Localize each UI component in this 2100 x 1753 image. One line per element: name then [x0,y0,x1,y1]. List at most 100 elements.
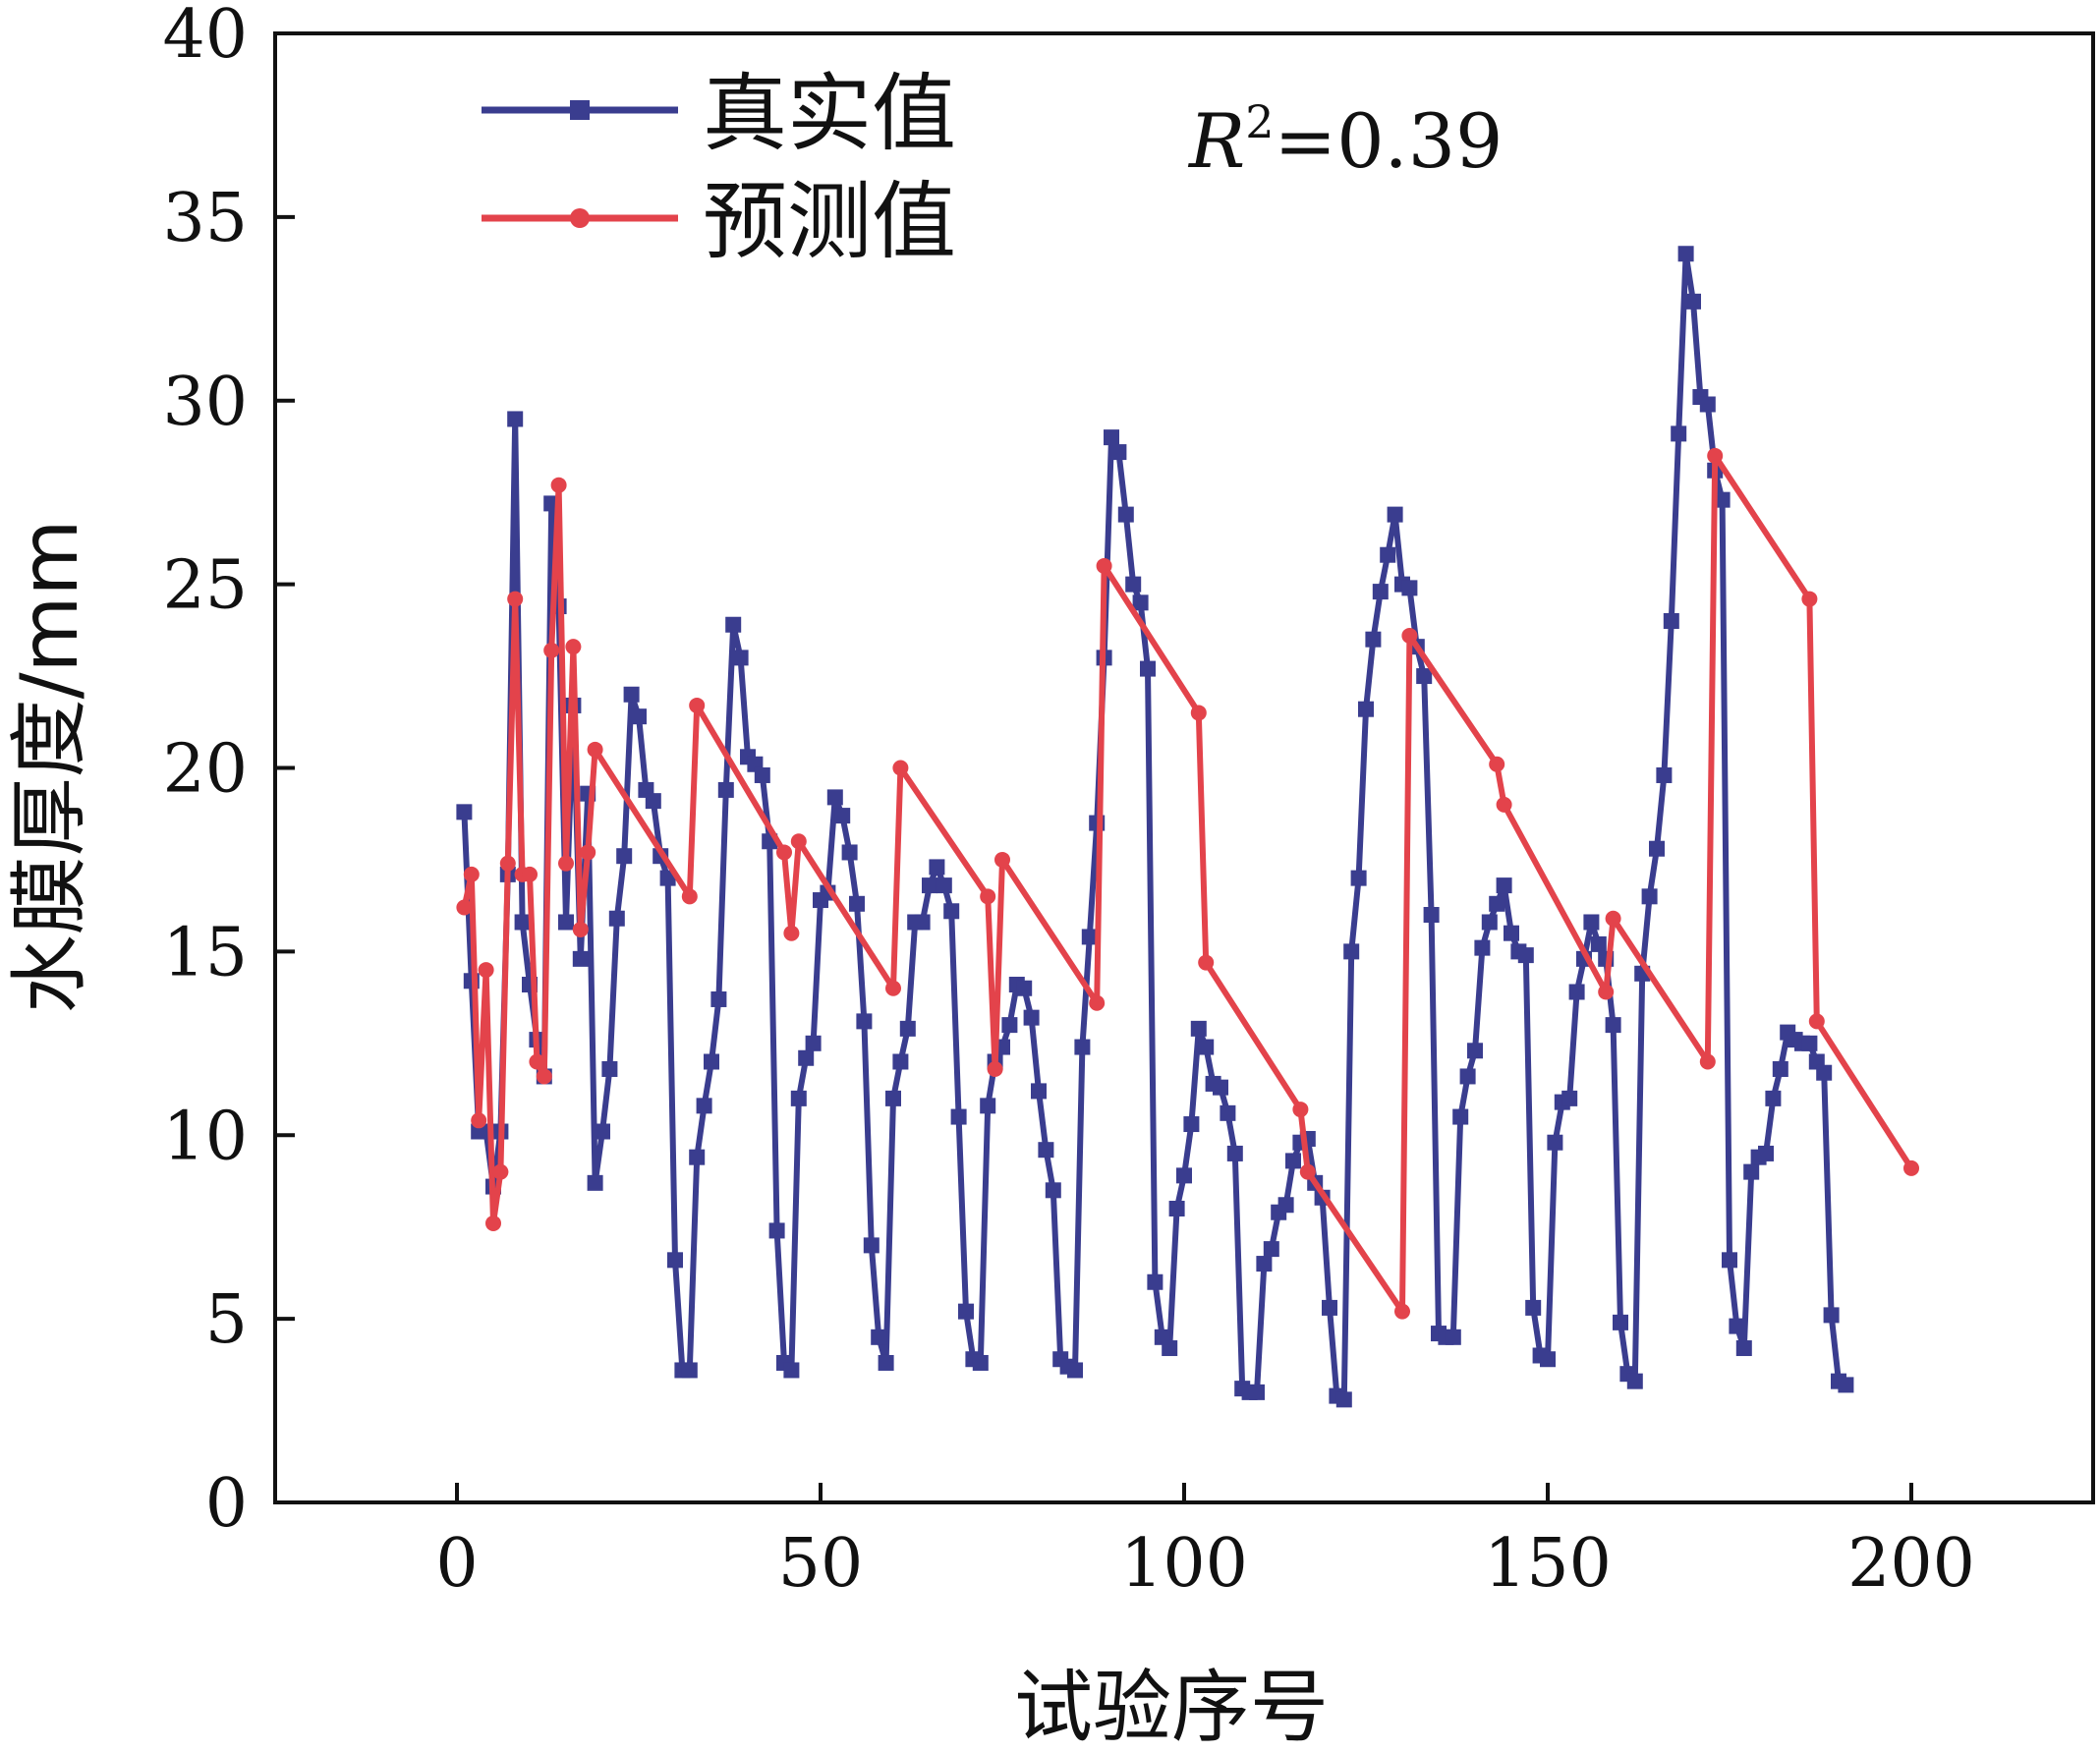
data-point-predicted [1496,796,1512,813]
data-point-actual [972,1354,989,1371]
data-point-actual [1067,1362,1083,1379]
data-point-actual [558,914,574,931]
data-point-actual [1743,1163,1760,1180]
data-point-actual [950,1108,967,1125]
data-point-actual [1626,1373,1643,1389]
data-point-actual [1117,506,1134,523]
data-point-actual [1322,1299,1337,1316]
data-point-actual [1641,888,1658,905]
data-point-predicted [1489,756,1505,772]
data-point-actual [1729,1318,1745,1334]
data-point-actual [1213,1079,1228,1096]
data-point-actual [1249,1384,1265,1400]
data-point-predicted [471,1112,487,1129]
data-point-predicted [892,760,909,776]
x-tick-label: 200 [1847,1525,1975,1603]
data-point-actual [667,1252,683,1269]
data-point-actual [834,808,851,824]
data-point-actual [958,1303,974,1320]
data-point-actual [1110,444,1127,461]
data-point-predicted [478,962,494,979]
data-point-actual [1372,584,1389,600]
data-point-predicted [987,1060,1003,1077]
data-point-actual [1838,1377,1854,1393]
data-point-predicted [1707,447,1724,464]
data-point-actual [1358,701,1374,717]
data-point-actual [1517,947,1534,964]
data-point-actual [1183,1116,1200,1133]
data-point-actual [1162,1340,1178,1357]
data-point-actual [1343,943,1360,960]
data-point-actual [681,1362,698,1379]
data-point-actual [1104,429,1119,446]
data-point-actual [980,1098,996,1114]
data-point-actual [659,870,676,886]
data-point-actual [1590,935,1607,952]
data-point-actual [1031,1083,1047,1100]
data-point-actual [717,781,734,798]
series-layer [456,246,1919,1408]
data-point-actual [922,877,937,894]
y-tick-label: 40 [162,0,248,74]
data-point-predicted [572,921,589,937]
data-point-actual [1132,594,1149,611]
data-point-predicted [1299,1163,1316,1180]
series-actual [456,246,1854,1408]
data-point-predicted [1401,627,1418,644]
data-point-predicted [689,697,706,713]
data-point-actual [1125,576,1142,593]
data-point-actual [623,686,640,703]
r-squared-annotation: R2=0.39 [1187,95,1503,185]
y-tick-label: 10 [162,1098,248,1175]
series-line-predicted [461,452,1914,1315]
data-point-actual [790,1090,807,1106]
data-point-actual [1504,925,1519,941]
data-point-predicted [994,851,1010,868]
data-point-predicted [885,980,901,996]
data-point-actual [704,1053,719,1070]
data-point-predicted [463,866,480,882]
data-point-actual [1387,506,1403,523]
data-point-actual [1256,1256,1273,1272]
data-point-predicted [783,925,800,941]
data-point-predicted [499,855,516,872]
legend-label-actual: 真实值 [703,65,956,163]
x-axis-ticks: 0 50 100 150 200 [435,1483,1975,1603]
y-tick-label: 0 [205,1465,248,1543]
legend-marker-actual [570,100,590,120]
data-point-actual [608,910,625,927]
data-point-predicted [681,888,698,905]
data-point-actual [1226,1145,1243,1161]
y-tick-label: 30 [162,364,248,441]
data-point-actual [1452,1108,1469,1125]
data-point-actual [1001,1017,1018,1034]
data-point-actual [1423,907,1440,923]
legend-label-predicted: 预测值 [703,173,956,271]
data-point-actual [1416,668,1433,685]
data-point-actual [863,1237,880,1254]
y-tick-label: 35 [162,180,248,257]
data-point-predicted [790,833,807,850]
r-squared-value: =0.39 [1275,97,1504,185]
data-point-actual [1220,1104,1236,1121]
data-point-predicted [1801,591,1818,607]
data-point-predicted [507,591,524,607]
data-point-actual [1671,425,1687,442]
data-point-predicted [580,844,596,861]
data-point-actual [1074,1039,1091,1055]
data-point-actual [601,1060,618,1077]
data-point-actual [1365,631,1382,648]
data-point-predicted [1198,954,1215,971]
data-point-actual [631,708,647,725]
data-point-predicted [492,1163,509,1180]
data-point-actual [1765,1090,1782,1106]
data-point-actual [878,1354,894,1371]
data-point-predicted [1903,1159,1919,1176]
data-point-actual [1772,1060,1788,1077]
data-point-predicted [1699,1053,1716,1070]
data-point-predicted [536,1068,552,1085]
data-point-actual [732,650,749,666]
data-point-actual [1401,580,1418,596]
data-point-actual [1605,1017,1621,1034]
data-point-predicted [558,855,574,872]
